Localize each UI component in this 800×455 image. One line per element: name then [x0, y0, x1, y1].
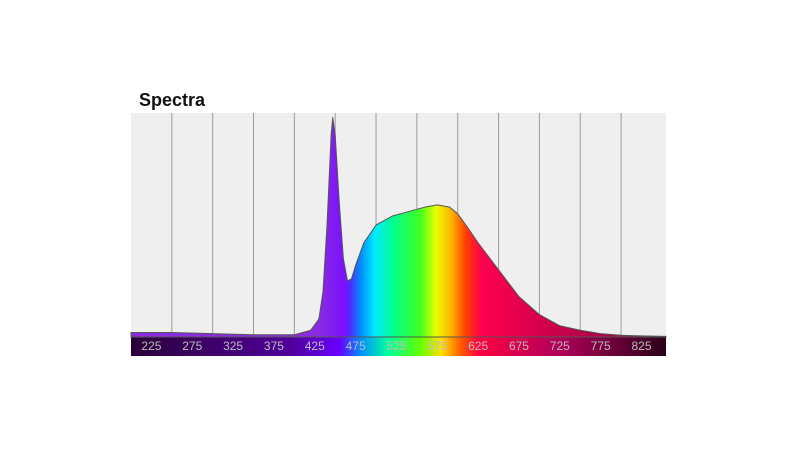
- spectrum-band: [131, 337, 666, 356]
- spectrum-area: [130, 116, 667, 338]
- x-tick-label: 425: [305, 339, 325, 353]
- chart-title: Spectra: [139, 90, 206, 110]
- x-tick-label: 475: [346, 339, 366, 353]
- x-tick-label: 325: [223, 339, 243, 353]
- x-tick-label: 725: [550, 339, 570, 353]
- x-tick-label: 825: [631, 339, 651, 353]
- x-tick-label: 225: [141, 339, 161, 353]
- x-tick-label: 775: [591, 339, 611, 353]
- x-tick-label: 625: [468, 339, 488, 353]
- x-tick-label: 675: [509, 339, 529, 353]
- x-tick-label: 275: [182, 339, 202, 353]
- x-tick-label: 575: [427, 339, 447, 353]
- x-tick-label: 525: [386, 339, 406, 353]
- x-tick-label: 375: [264, 339, 284, 353]
